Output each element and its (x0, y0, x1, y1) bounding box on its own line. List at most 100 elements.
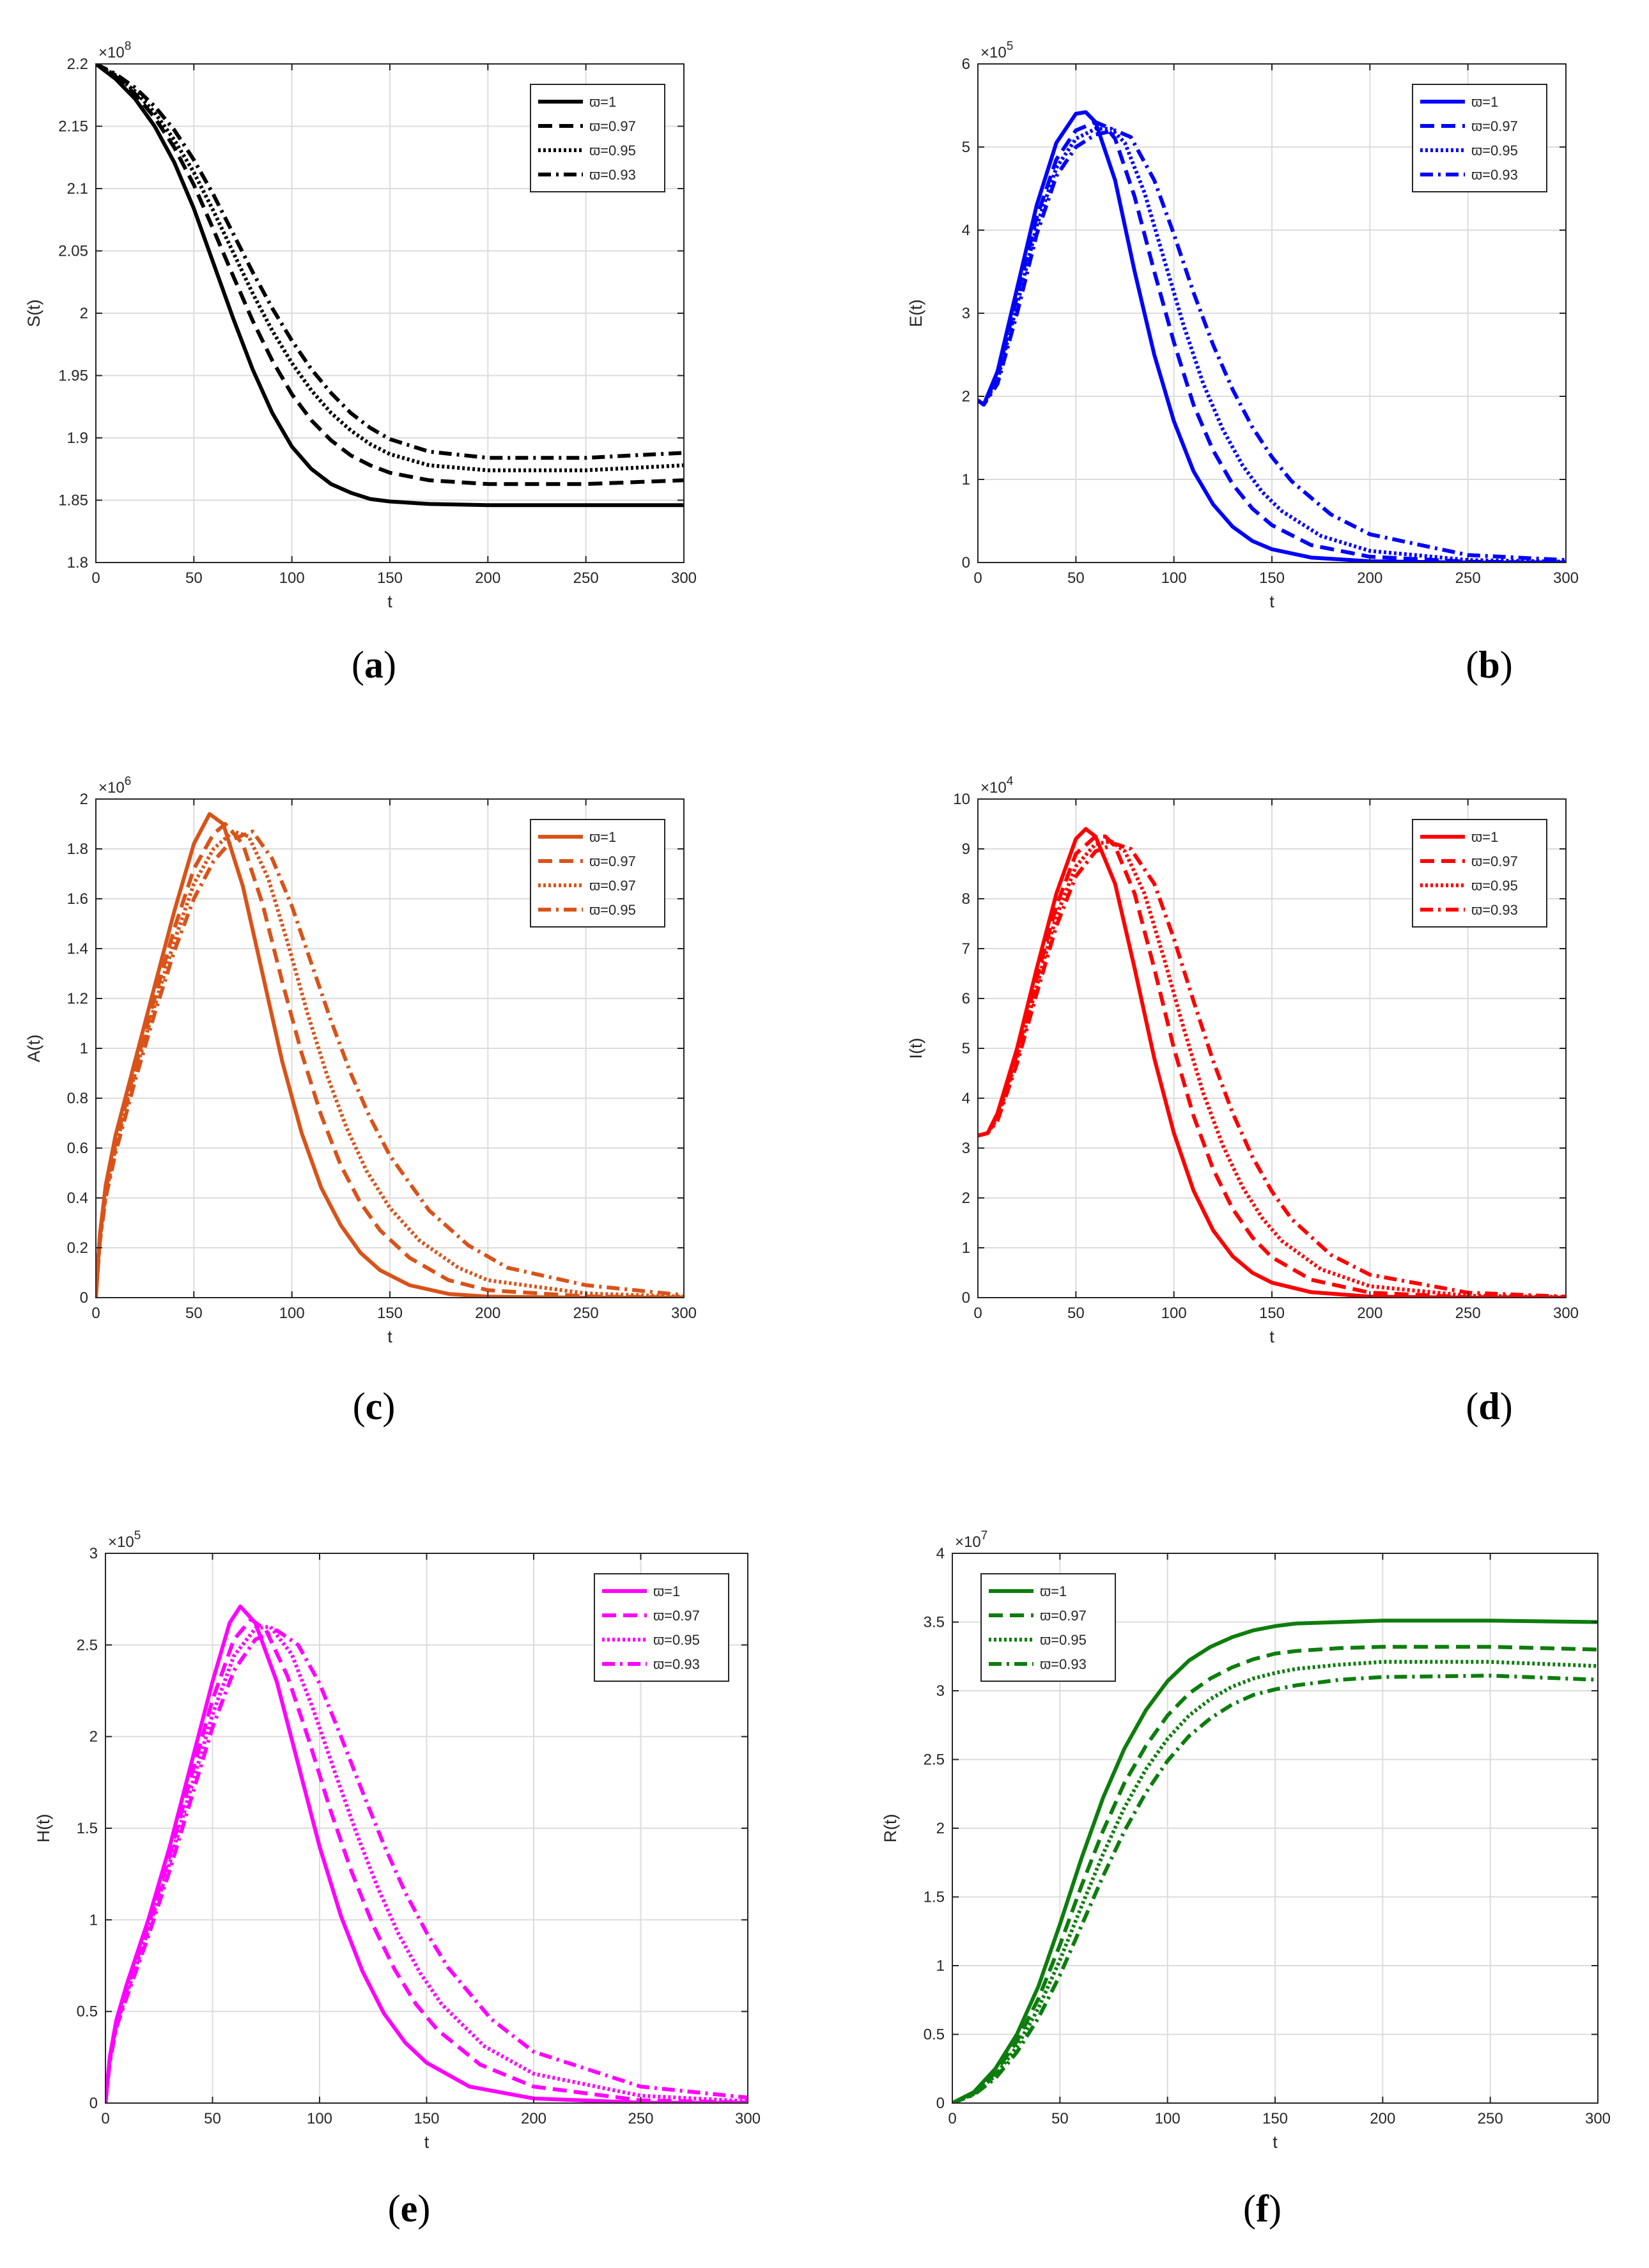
y-tick-label: 1.8 (67, 554, 88, 571)
y-tick-label: 1 (89, 1911, 98, 1929)
x-tick-label: 50 (1051, 2110, 1069, 2127)
x-tick-label: 100 (1161, 570, 1187, 587)
x-axis-label: t (1269, 592, 1274, 611)
y-axis-label: H(t) (34, 1814, 53, 1843)
x-tick-label: 150 (414, 2110, 439, 2127)
x-tick-label: 250 (1455, 570, 1481, 587)
x-tick-label: 250 (573, 1305, 599, 1322)
y-exponent-power: 8 (125, 40, 132, 53)
y-exponent-base: ×10 (980, 779, 1007, 796)
series-line-1 (96, 64, 684, 508)
y-tick-label: 2.15 (58, 118, 88, 136)
y-tick-label: 7 (962, 940, 970, 958)
y-tick-label: 2 (936, 1820, 945, 1837)
x-tick-label: 0 (948, 2110, 956, 2127)
y-axis-label: A(t) (24, 1034, 43, 1062)
x-tick-label: 100 (279, 570, 305, 587)
y-tick-label: 4 (962, 222, 970, 239)
x-tick-label: 0 (91, 570, 100, 587)
legend: ϖ=1 ϖ=0.97 ϖ=0.95 ϖ=0.93 (980, 1573, 1116, 1682)
y-tick-label: 1 (80, 1040, 88, 1057)
x-tick-label: 100 (1155, 2110, 1181, 2127)
legend-entry-4: ϖ=0.93 (1471, 167, 1518, 183)
legend-entry-4: ϖ=0.95 (589, 902, 636, 918)
x-tick-label: 300 (735, 2110, 761, 2127)
x-tick-label: 50 (204, 2110, 221, 2127)
y-tick-label: 3 (89, 1545, 98, 1562)
y-tick-label: 3 (962, 1140, 970, 1157)
caption-letter: d (1478, 1385, 1499, 1427)
x-tick-label: 200 (1357, 570, 1382, 587)
panel-caption: (e) (388, 2187, 431, 2230)
caption-close-paren: ) (383, 644, 396, 686)
panel-caption: (a) (352, 644, 396, 686)
x-tick-label: 300 (1553, 1305, 1579, 1322)
caption-open-paren: ( (352, 644, 364, 686)
y-tick-label: 0 (80, 1289, 88, 1307)
series-group (952, 1619, 1598, 2103)
y-tick-label: 0.6 (67, 1140, 88, 1157)
y-exponent-power: 5 (1007, 40, 1014, 53)
y-tick-label: 0.4 (67, 1190, 88, 1207)
panel-f: 0 50 100 150 200 250 300 0 0.5 1 1.5 2 2.5 3 3.5 4 ×107 t… (881, 1529, 1611, 2230)
series-line-4 (105, 1628, 748, 2103)
legend-entry-3: ϖ=0.95 (589, 143, 636, 159)
x-axis-label: t (424, 2132, 430, 2152)
caption-letter: e (401, 2187, 418, 2230)
x-tick-label: 150 (1259, 570, 1285, 587)
y-tick-label: 5 (962, 139, 970, 156)
y-tick-label: 4 (962, 1090, 970, 1107)
series-line-1 (105, 1604, 748, 2103)
x-tick-label: 50 (185, 570, 203, 587)
legend-entry-4: ϖ=0.93 (1471, 902, 1518, 918)
caption-close-paren: ) (382, 1385, 395, 1427)
x-tick-label: 300 (671, 1305, 697, 1322)
y-tick-label: 1.5 (77, 1820, 98, 1837)
y-tick-label: 3.5 (924, 1614, 945, 1631)
panel-caption: (f) (1243, 2187, 1281, 2230)
y-tick-label: 1.85 (58, 492, 88, 509)
y-tick-label: 3 (962, 305, 970, 322)
series-line-3 (952, 1659, 1598, 2103)
y-axis-label: S(t) (24, 299, 43, 327)
series-group (978, 110, 1566, 563)
y-axis-label: E(t) (906, 299, 925, 327)
series-line-4 (96, 829, 684, 1298)
y-exponent-label: ×107 (955, 1529, 987, 1551)
x-tick-label: 200 (1370, 2110, 1395, 2127)
y-exponent-base: ×10 (108, 1534, 134, 1551)
y-axis-label: R(t) (881, 1814, 900, 1843)
caption-open-paren: ( (1466, 1385, 1478, 1427)
x-axis-label: t (1269, 1327, 1274, 1346)
caption-close-paren: ) (417, 2187, 430, 2230)
y-tick-label: 4 (936, 1545, 945, 1562)
series-line-3 (105, 1624, 748, 2103)
y-tick-label: 0.5 (77, 2003, 98, 2021)
legend-entry-2: ϖ=0.97 (589, 853, 636, 869)
y-tick-label: 2 (89, 1728, 98, 1746)
x-tick-label: 250 (1455, 1305, 1481, 1322)
panel-a: 0 50 100 150 200 250 300 1.8 1.85 1.9 1.95 2 2.05 2.1… (24, 40, 697, 686)
y-tick-label: 0 (936, 2095, 945, 2112)
y-exponent-base: ×10 (980, 44, 1007, 61)
series-line-3 (978, 127, 1566, 563)
legend-entry-4: ϖ=0.93 (653, 1656, 700, 1672)
y-exponent-label: ×108 (98, 40, 131, 61)
y-tick-label: 2.1 (67, 180, 88, 198)
caption-close-paren: ) (1269, 2187, 1281, 2230)
panel-b: 0 50 100 150 200 250 3000123456×105tE(t)ϖ=1ϖ=0… (906, 40, 1579, 686)
y-tick-label: 1.9 (67, 430, 88, 447)
legend-entry-2: ϖ=0.97 (653, 1608, 700, 1624)
series-group (978, 827, 1566, 1298)
x-tick-label: 150 (377, 1305, 403, 1322)
y-exponent-base: ×10 (98, 779, 125, 796)
y-exponent-label: ×105 (980, 40, 1013, 61)
y-tick-label: 2.5 (77, 1636, 98, 1654)
x-tick-label: 100 (279, 1305, 305, 1322)
caption-open-paren: ( (353, 1385, 366, 1427)
y-tick-label: 3 (936, 1682, 945, 1700)
x-tick-label: 150 (1262, 2110, 1288, 2127)
y-exponent-power: 4 (1007, 775, 1014, 788)
legend-entry-4: ϖ=0.93 (1040, 1656, 1087, 1672)
y-exponent-power: 7 (981, 1529, 988, 1542)
